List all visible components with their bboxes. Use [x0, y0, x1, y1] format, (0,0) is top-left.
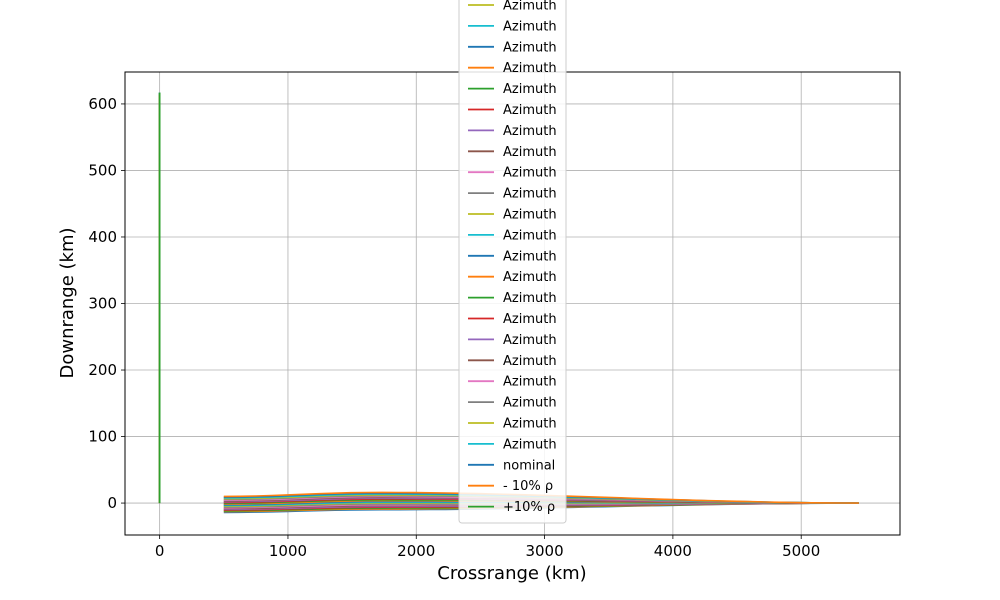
x-tick-label: 5000 [782, 542, 820, 560]
y-tick-label: 400 [88, 228, 117, 246]
legend-label: Azimuth [503, 437, 557, 452]
legend-label: Azimuth [503, 40, 557, 55]
legend-label: Azimuth [503, 270, 557, 285]
legend-label: +10% ρ [503, 500, 555, 515]
x-tick-label: 0 [155, 542, 165, 560]
axis-ticks: 0 1000 2000 3000 4000 5000 0 100 200 300 400 500 600 [88, 95, 820, 560]
legend-label: Azimuth [503, 61, 557, 76]
legend-label: Azimuth [503, 145, 557, 160]
x-tick-label: 4000 [654, 542, 692, 560]
legend-label: Azimuth [503, 333, 557, 348]
x-axis-title: Crossrange (km) [437, 563, 586, 584]
x-tick-label: 2000 [397, 542, 435, 560]
legend: Azimuth Azimuth Azimuth Azimuth Azimuth Azimu… [458, 0, 567, 524]
legend-label: - 10% ρ [503, 479, 553, 494]
y-axis-title: Downrange (km) [57, 227, 78, 378]
legend-label: Azimuth [503, 396, 557, 411]
legend-label: Azimuth [503, 354, 557, 369]
legend-label: Azimuth [503, 124, 557, 139]
x-tick-label: 3000 [525, 542, 563, 560]
legend-label: Azimuth [503, 82, 557, 97]
legend-label: Azimuth [503, 208, 557, 223]
y-tick-label: 600 [88, 95, 117, 113]
y-tick-label: 300 [88, 295, 117, 313]
legend-label: Azimuth [503, 0, 557, 14]
y-tick-label: 500 [88, 161, 117, 179]
legend-label: Azimuth [503, 19, 557, 34]
legend-label: Azimuth [503, 291, 557, 306]
legend-label: Azimuth [503, 249, 557, 264]
x-tick-label: 1000 [269, 542, 307, 560]
legend-label: Azimuth [503, 228, 557, 243]
legend-label: Azimuth [503, 103, 557, 118]
legend-label: Azimuth [503, 312, 557, 327]
legend-label: Azimuth [503, 417, 557, 432]
y-tick-label: 100 [88, 428, 117, 446]
legend-label: Azimuth [503, 187, 557, 202]
y-tick-label: 0 [107, 494, 117, 512]
legend-label: Azimuth [503, 166, 557, 181]
legend-label: Azimuth [503, 375, 557, 390]
legend-label: nominal [503, 458, 555, 473]
y-tick-label: 200 [88, 361, 117, 379]
